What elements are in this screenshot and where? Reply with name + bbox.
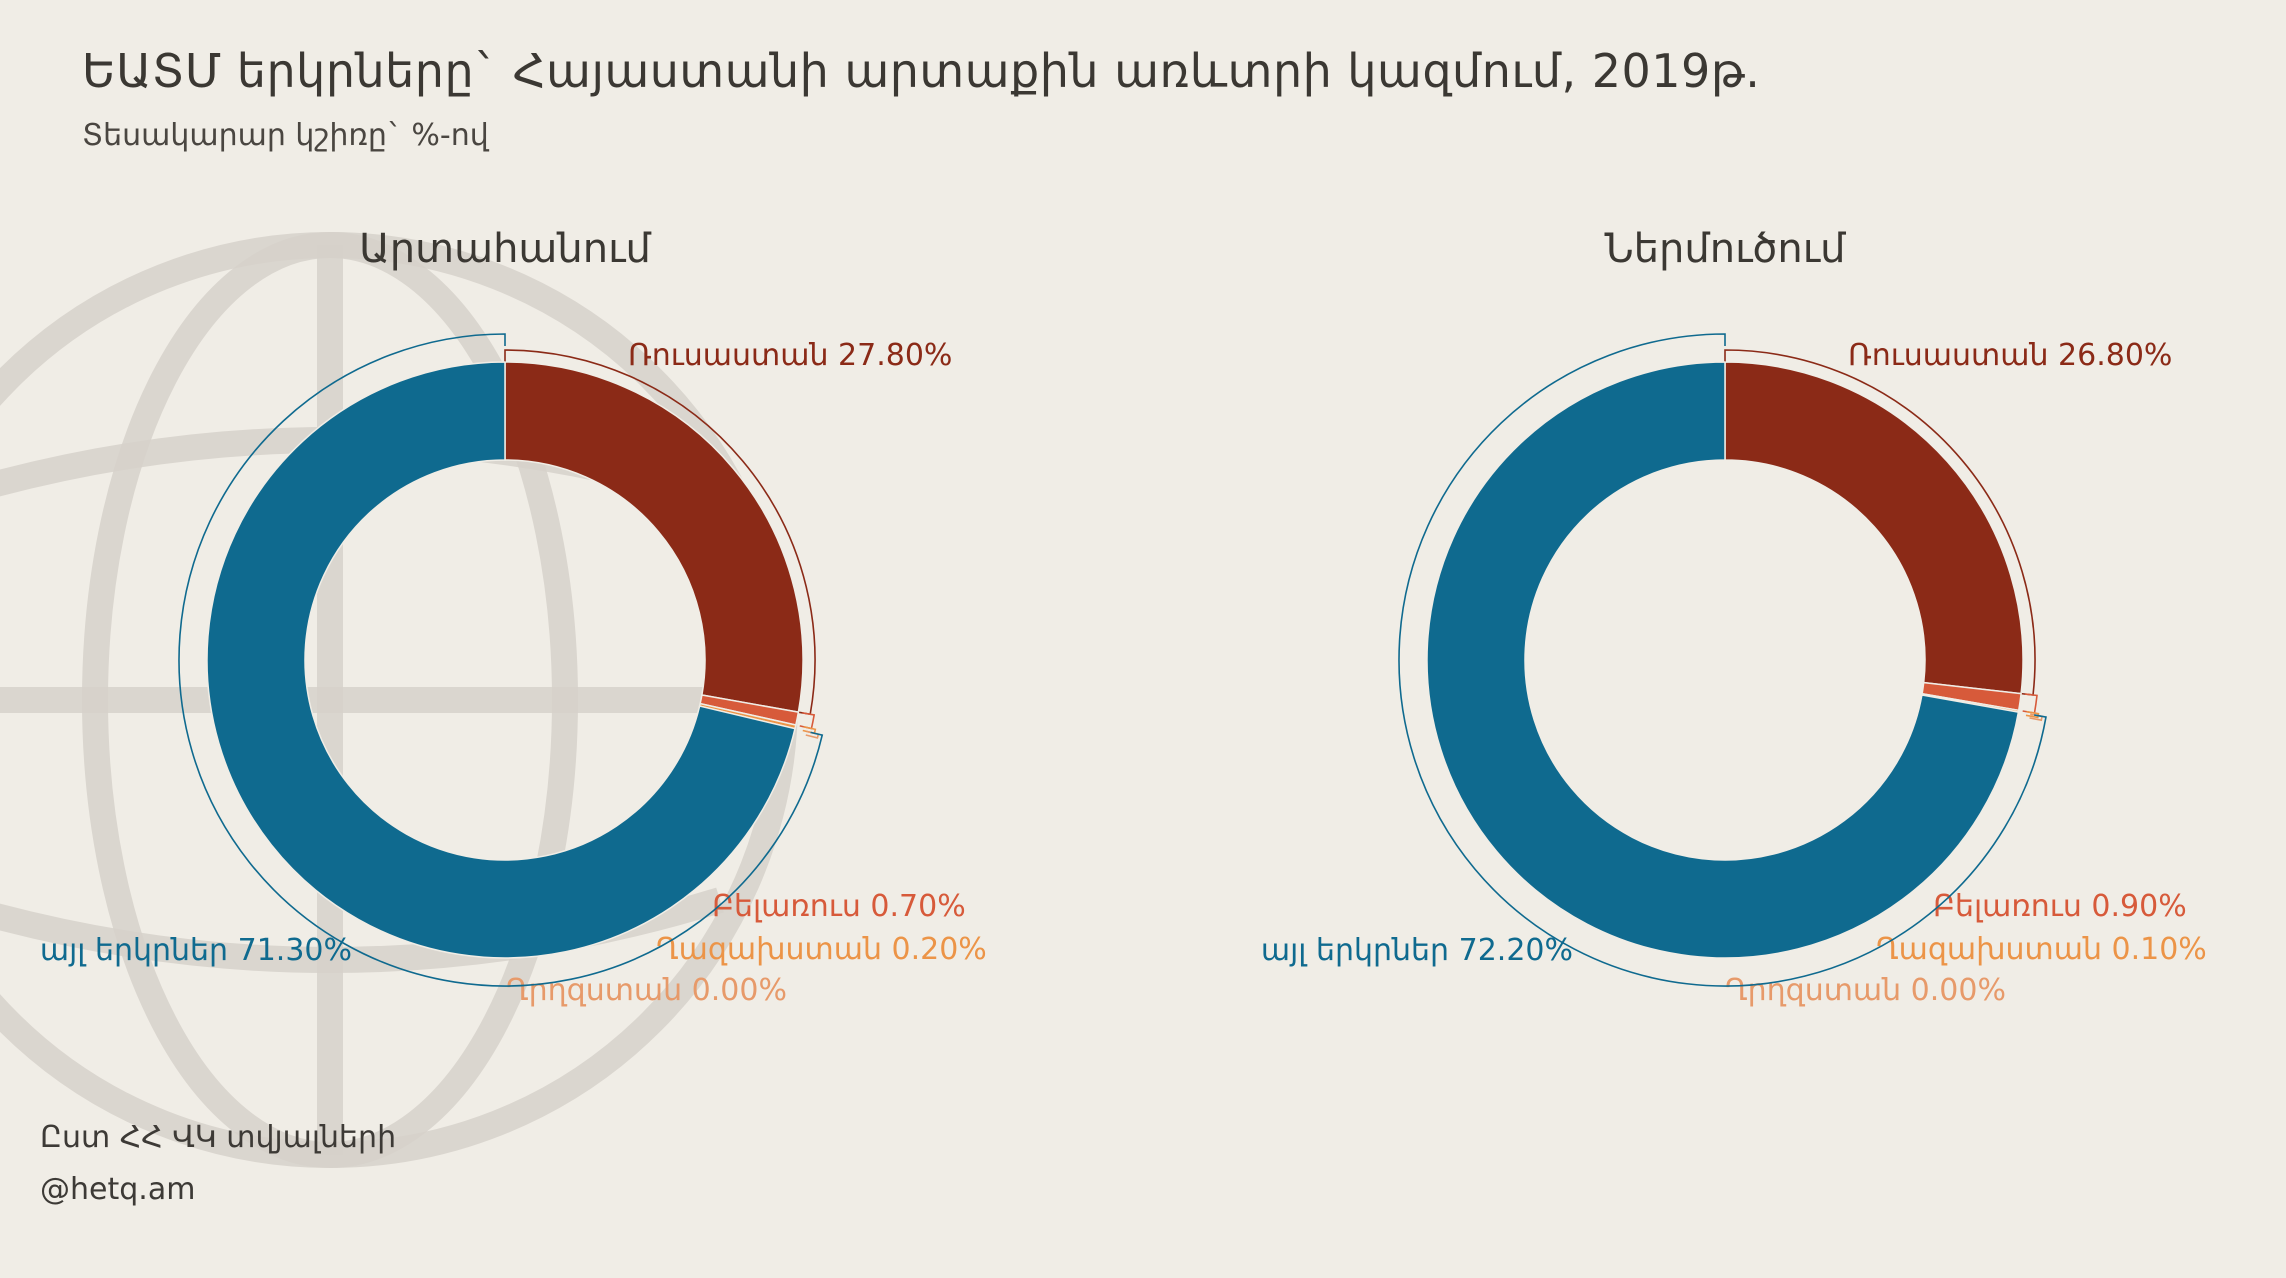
leader-belarus — [799, 712, 816, 730]
donut-chart-1: Արտահանում Ռուսաստան 27.80% Բելառուս 0.70%… — [40, 226, 987, 1008]
donut-chart-2: Ներմուծում Ռուսաստան 26.80% Բելառուս 0.90%… — [1261, 226, 2207, 1008]
data-label-kyrgyzstan: Ղրղզստան 0.00% — [1725, 973, 2006, 1008]
slice-russia — [1724, 361, 2024, 695]
data-label-other: այլ երկրներ 71.30% — [40, 933, 352, 968]
data-label-russia: Ռուսաստան 27.80% — [628, 338, 952, 373]
source-note: Ըստ ՀՀ ՎԿ տվյալների — [40, 1120, 397, 1155]
slice-other — [206, 361, 796, 959]
page-subtitle: Տեսակարար կշիռը` %-ով — [82, 118, 489, 153]
site-handle: @hetq.am — [40, 1172, 196, 1207]
leader-belarus — [2022, 693, 2038, 714]
chart-title: Արտահանում — [359, 226, 651, 272]
leader-russia — [504, 349, 816, 716]
leader-russia — [1724, 349, 2036, 696]
slice-russia — [504, 361, 804, 714]
data-label-kazakhstan: Ղազախստան 0.20% — [656, 932, 987, 967]
leader-other — [178, 333, 824, 987]
chart-title: Ներմուծում — [1605, 226, 1847, 272]
globe-watermark-icon — [0, 232, 798, 1168]
slice-other — [1426, 361, 2020, 959]
data-label-belarus: Բելառուս 0.70% — [712, 889, 966, 924]
page-title: ԵԱՏՄ երկրները` Հայաստանի արտաքին առևտրի … — [82, 44, 1761, 98]
donut-charts: Արտահանում Ռուսաստան 27.80% Բելառուս 0.70%… — [40, 226, 2207, 1008]
data-label-belarus: Բելառուս 0.90% — [1933, 889, 2187, 924]
leader-other — [1398, 333, 2047, 987]
data-label-kazakhstan: Ղազախստան 0.10% — [1876, 932, 2207, 967]
data-label-other: այլ երկրներ 72.20% — [1261, 933, 1573, 968]
data-label-russia: Ռուսաստան 26.80% — [1848, 338, 2172, 373]
data-label-kyrgyzstan: Ղրղզստան 0.00% — [506, 973, 787, 1008]
